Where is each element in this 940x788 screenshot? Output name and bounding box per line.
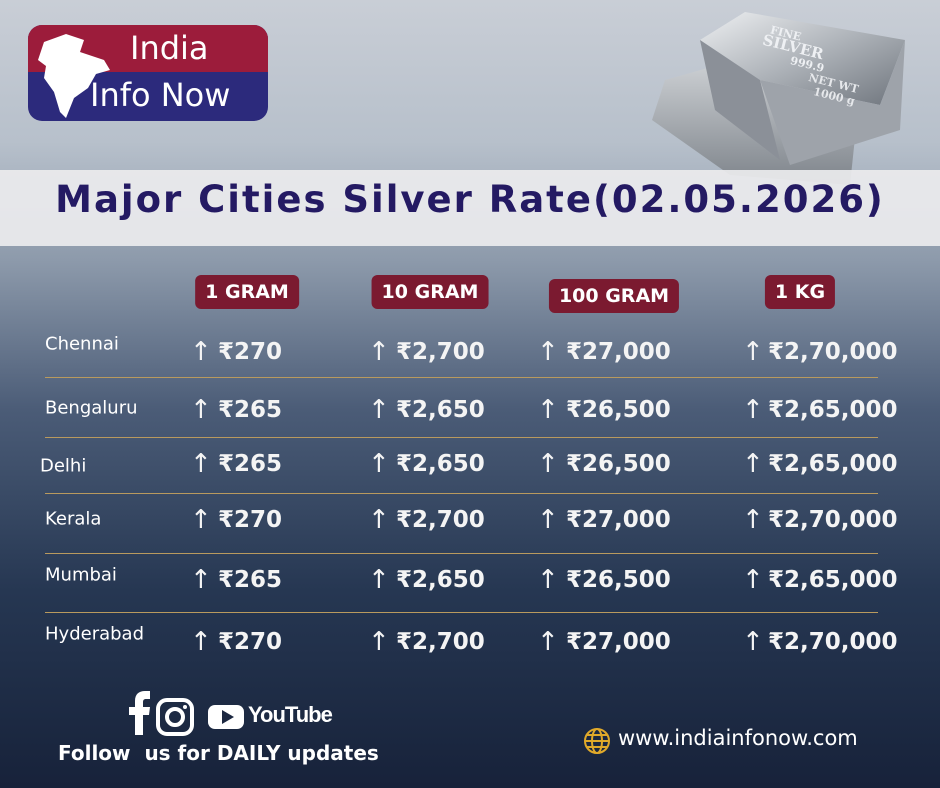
row-divider	[45, 493, 878, 494]
rate-value: ₹27,000	[566, 629, 671, 655]
rate-value: ₹2,700	[396, 507, 485, 533]
title-band	[0, 170, 940, 246]
column-header: 10 GRAM	[371, 275, 489, 309]
up-arrow: ↑	[190, 337, 212, 367]
up-arrow: ↑	[537, 337, 559, 367]
social-icons	[129, 691, 244, 736]
city-name: Bengaluru	[45, 397, 138, 419]
rate-value: ₹26,500	[566, 397, 671, 423]
instagram-lens	[165, 707, 185, 727]
up-arrow: ↑	[368, 627, 390, 657]
rate-value: ₹26,500	[566, 567, 671, 593]
youtube-play	[222, 710, 234, 724]
up-arrow: ↑	[190, 395, 212, 425]
instagram-icon	[156, 698, 194, 736]
up-arrow: ↑	[368, 505, 390, 535]
title: Major Cities Silver Rate(02.05.2026)	[55, 178, 885, 221]
map-icon	[38, 34, 110, 118]
facebook-icon	[129, 691, 150, 735]
up-arrow: ↑	[190, 627, 212, 657]
up-arrow: ↑	[742, 395, 764, 425]
follow-text: Follow us for DAILY updates	[58, 741, 379, 765]
rate-value: ₹2,70,000	[768, 507, 898, 533]
row-divider	[45, 377, 878, 378]
up-arrow: ↑	[368, 565, 390, 595]
row-divider	[45, 612, 878, 613]
rate-value: ₹265	[218, 451, 283, 477]
rate-value: ₹27,000	[566, 339, 671, 365]
silver-bar-front	[760, 40, 905, 165]
rate-value: ₹2,65,000	[768, 567, 898, 593]
up-arrow: ↑	[190, 565, 212, 595]
rate-value: ₹2,70,000	[768, 629, 898, 655]
rate-value: ₹2,700	[396, 339, 485, 365]
silver-bar-top	[700, 12, 905, 105]
rate-value: ₹2,700	[396, 629, 485, 655]
rate-value: ₹270	[218, 629, 283, 655]
city-name: Chennai	[45, 333, 119, 355]
rate-value: ₹2,650	[396, 451, 485, 477]
city-name: Mumbai	[45, 564, 117, 586]
row-divider	[45, 553, 878, 554]
row-divider	[45, 437, 878, 438]
header-art	[28, 12, 905, 185]
up-arrow: ↑	[537, 627, 559, 657]
rate-value: ₹26,500	[566, 451, 671, 477]
up-arrow: ↑	[368, 449, 390, 479]
up-arrow: ↑	[742, 627, 764, 657]
instagram-dot	[183, 705, 187, 709]
up-arrow: ↑	[537, 449, 559, 479]
column-header: 1 KG	[764, 275, 836, 309]
column-header: 100 GRAM	[548, 279, 680, 313]
rate-value: ₹2,65,000	[768, 451, 898, 477]
up-arrow: ↑	[537, 395, 559, 425]
city-name: Hyderabad	[45, 623, 144, 645]
up-arrow: ↑	[537, 565, 559, 595]
city-name: Kerala	[45, 508, 102, 530]
globe-icon	[584, 728, 610, 754]
rate-value: ₹2,65,000	[768, 397, 898, 423]
rate-value: ₹2,650	[396, 567, 485, 593]
website: www.indiainfonow.com	[618, 726, 858, 750]
rate-value: ₹27,000	[566, 507, 671, 533]
up-arrow: ↑	[742, 337, 764, 367]
rate-value: ₹265	[218, 397, 283, 423]
up-arrow: ↑	[368, 337, 390, 367]
rate-value: ₹270	[218, 507, 283, 533]
silver-bar-side	[700, 40, 780, 160]
up-arrow: ↑	[190, 449, 212, 479]
up-arrow: ↑	[190, 505, 212, 535]
up-arrow: ↑	[368, 395, 390, 425]
youtube-label: YouTube	[248, 702, 333, 727]
logo-line1: India	[130, 29, 209, 67]
column-header: 1 GRAM	[195, 275, 299, 309]
rate-value: ₹265	[218, 567, 283, 593]
rate-value: ₹270	[218, 339, 283, 365]
city-name: Delhi	[40, 455, 87, 477]
up-arrow: ↑	[742, 565, 764, 595]
rate-value: ₹2,650	[396, 397, 485, 423]
rate-value: ₹2,70,000	[768, 339, 898, 365]
up-arrow: ↑	[742, 449, 764, 479]
up-arrow: ↑	[537, 505, 559, 535]
up-arrow: ↑	[742, 505, 764, 535]
logo-line2: Info Now	[90, 76, 231, 114]
